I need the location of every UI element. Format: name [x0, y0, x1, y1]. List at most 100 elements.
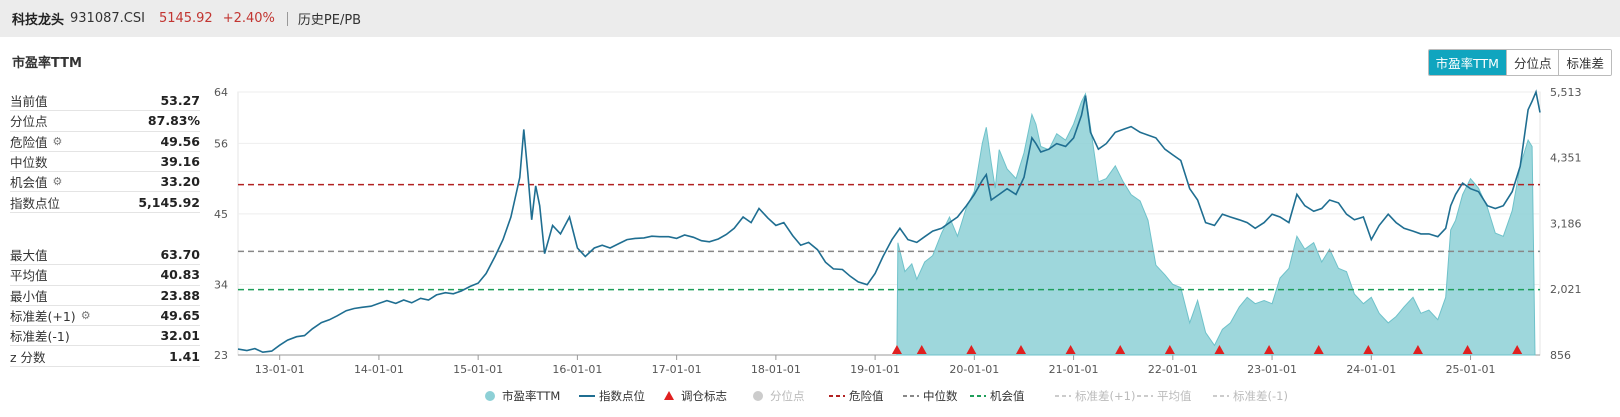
legend-label: 危险值	[849, 389, 884, 403]
pe-ttm-area	[896, 92, 1536, 356]
legend-label: 平均值	[1157, 389, 1192, 403]
stat-value: 39.16	[160, 154, 200, 170]
stat-label: 机会值	[10, 175, 48, 191]
stat-value: 53.27	[160, 93, 200, 109]
stat-value: 33.20	[160, 174, 200, 190]
divider	[286, 11, 288, 26]
stat-row: 机会值 ⚙ 33.20	[10, 172, 200, 193]
x-axis-tick-label: 17-01-01	[652, 363, 702, 376]
index-name: 科技龙头	[12, 13, 65, 28]
tab-percentile[interactable]: 分位点	[1505, 50, 1559, 75]
legend-dot-icon	[753, 391, 763, 401]
stat-row: 标准差(+1) ⚙ 49.65	[10, 306, 200, 327]
index-code: 931087.CSI	[70, 11, 145, 26]
stat-label: 指数点位	[10, 195, 61, 211]
legend-label: 标准差(+1)	[1075, 389, 1135, 403]
tab-pe-ttm[interactable]: 市盈率TTM	[1428, 50, 1506, 75]
settings-gear-icon[interactable]: ⚙	[80, 309, 91, 323]
stat-row: 当前值 53.27	[10, 91, 200, 112]
stat-label: 标准差(+1)	[10, 309, 76, 325]
stat-value: 49.56	[160, 133, 200, 149]
stat-label: 中位数	[10, 155, 48, 171]
left-axis-tick-label: 64	[214, 86, 228, 99]
x-axis-tick-label: 21-01-01	[1049, 363, 1099, 376]
stat-label: z 分数	[10, 349, 46, 365]
x-axis-tick-label: 13-01-01	[255, 363, 305, 376]
x-axis-tick-label: 18-01-01	[751, 363, 801, 376]
stat-label: 最大值	[10, 248, 48, 264]
stat-value: 87.83%	[147, 113, 200, 129]
stat-label: 分位点	[10, 114, 48, 130]
settings-gear-icon[interactable]: ⚙	[52, 134, 63, 148]
stat-value: 32.01	[160, 328, 200, 344]
index-price: 5145.92	[158, 11, 213, 26]
legend-label: 分位点	[770, 389, 805, 403]
right-axis-tick-label: 2,021	[1550, 283, 1582, 296]
stat-row: 危险值 ⚙ 49.56	[10, 132, 200, 152]
legend-dot-icon	[485, 391, 495, 401]
rebalance-marker	[1462, 345, 1473, 354]
left-axis-tick-label: 45	[214, 208, 228, 221]
stat-label: 当前值	[10, 94, 48, 110]
rebalance-marker	[1115, 345, 1126, 354]
rebalance-marker	[1214, 345, 1225, 354]
stat-value: 40.83	[160, 267, 200, 283]
x-axis-tick-label: 24-01-01	[1346, 363, 1396, 376]
rebalance-marker	[1264, 345, 1275, 354]
stat-label: 平均值	[10, 268, 48, 284]
stat-row: 标准差(-1) 32.01	[10, 326, 200, 347]
stat-row: 平均值 40.83	[10, 265, 200, 286]
rebalance-marker	[1313, 345, 1324, 354]
legend-label: 调仓标志	[681, 389, 727, 403]
left-axis-tick-label: 23	[214, 349, 228, 362]
x-axis-tick-label: 22-01-01	[1148, 363, 1198, 376]
legend-label: 指数点位	[599, 389, 645, 403]
x-axis-tick-label: 14-01-01	[354, 363, 404, 376]
x-axis-tick-label: 20-01-01	[949, 363, 999, 376]
legend-label: 机会值	[990, 389, 1025, 403]
rebalance-marker	[1015, 345, 1026, 354]
rebalance-marker	[916, 345, 927, 354]
right-axis-tick-label: 4,351	[1550, 152, 1582, 165]
rebalance-marker	[1512, 345, 1523, 354]
stat-row: 分位点 87.83%	[10, 111, 200, 132]
stat-row: 中位数 39.16	[10, 152, 200, 173]
rebalance-marker	[1363, 345, 1374, 354]
stat-label: 标准差(-1)	[10, 329, 70, 345]
section-title: 市盈率TTM	[12, 56, 82, 71]
metric-tab-group: 市盈率TTM 分位点 标准差	[1427, 49, 1612, 76]
settings-gear-icon[interactable]: ⚙	[52, 175, 63, 189]
x-axis-tick-label: 23-01-01	[1247, 363, 1297, 376]
rebalance-marker	[891, 345, 902, 354]
stat-value: 49.65	[160, 308, 200, 324]
left-axis-tick-label: 34	[214, 278, 228, 291]
stat-label: 最小值	[10, 288, 48, 304]
stat-value: 23.88	[160, 287, 200, 303]
left-axis-tick-label: 56	[214, 137, 228, 150]
tab-std-dev[interactable]: 标准差	[1558, 50, 1611, 75]
rebalance-marker	[1412, 345, 1423, 354]
stat-value: 1.41	[169, 348, 200, 364]
legend-triangle-icon	[664, 391, 674, 400]
x-axis-tick-label: 16-01-01	[552, 363, 602, 376]
history-pe-pb-link[interactable]: 历史PE/PB	[297, 13, 362, 28]
legend-label: 标准差(-1)	[1233, 389, 1288, 403]
stat-row: 最大值 63.70	[10, 245, 200, 266]
right-axis-tick-label: 856	[1550, 349, 1571, 362]
stat-row: z 分数 1.41	[10, 346, 200, 367]
x-axis-tick-label: 15-01-01	[453, 363, 503, 376]
legend-label: 市盈率TTM	[502, 389, 560, 403]
stat-label: 危险值	[10, 134, 48, 150]
index-line	[237, 89, 1541, 354]
stats-panel-history: 最大值 63.70 平均值 40.83 最小值 23.88 标准差(+1) ⚙ 49.65…	[10, 245, 200, 367]
stat-row: 最小值 23.88	[10, 286, 200, 306]
right-axis-tick-label: 3,186	[1550, 217, 1582, 230]
top-bar: 科技龙头 931087.CSI 5145.92 +2.40% 历史PE/PB	[0, 0, 1620, 37]
rebalance-marker	[1164, 345, 1175, 354]
rebalance-marker	[1065, 345, 1076, 354]
right-axis-tick-label: 5,513	[1550, 86, 1582, 99]
x-axis-tick-label: 25-01-01	[1446, 363, 1496, 376]
index-change: +2.40%	[222, 11, 275, 26]
rebalance-marker	[966, 345, 977, 354]
